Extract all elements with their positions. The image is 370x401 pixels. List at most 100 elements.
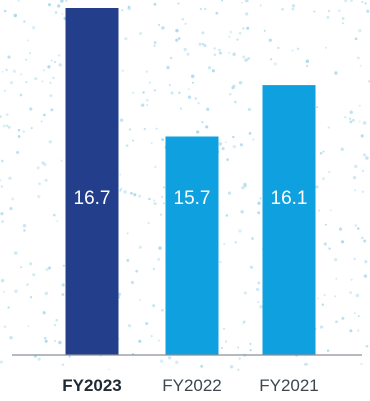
background-dot [41,80,44,83]
background-dot [158,246,162,250]
background-dot [277,46,280,50]
background-dot [153,44,156,47]
background-dot [3,89,7,92]
background-dot [317,209,321,212]
background-dot [155,127,158,130]
background-dot [257,281,261,285]
background-dot [27,39,30,42]
background-dot [153,2,157,6]
background-dot [3,325,7,329]
background-dot [0,178,2,182]
background-dot [338,227,343,231]
background-dot [349,110,353,114]
background-dot [6,124,9,127]
background-dot [13,13,18,18]
background-dot [213,47,216,50]
background-dot [358,120,361,123]
background-dot [338,9,341,12]
background-dot [3,290,6,293]
background-dot [218,51,222,55]
background-dot [0,278,5,283]
background-dot [243,320,246,323]
background-dot [161,195,164,199]
background-dot [124,37,128,41]
bar-fy2021 [262,85,316,355]
background-dot [49,94,53,98]
background-dot [234,100,237,104]
background-dot [145,321,149,326]
background-dot [322,150,325,153]
background-dot [160,213,163,216]
background-dot [158,23,161,26]
background-dot [234,241,237,244]
background-dot [360,362,363,366]
background-dot [323,242,327,246]
background-dot [323,293,326,297]
background-dot [29,107,33,111]
background-dot [365,344,369,348]
background-dot [238,31,242,35]
background-dot [357,329,360,332]
background-dot [14,289,18,294]
bar-fy2022 [165,136,219,355]
background-dot [316,106,319,109]
background-dot [126,259,130,262]
background-dot [20,266,23,269]
background-dot [60,159,63,162]
background-dot [54,340,56,342]
background-dot [356,227,360,230]
background-dot [291,49,294,52]
background-dot [334,71,338,75]
background-dot [222,327,226,330]
background-dot [17,135,21,138]
background-dot [305,64,309,68]
background-dot [200,364,204,368]
background-dot [31,25,36,30]
background-dot [25,81,28,84]
background-dot [327,170,331,174]
background-dot [360,236,364,240]
background-dot [241,26,245,30]
background-dot [178,91,181,94]
background-dot [304,363,307,366]
background-dot [349,120,353,124]
background-dot [220,346,223,350]
background-dot [62,264,65,267]
background-dot [1,220,5,224]
background-dot [16,150,20,155]
background-dot [0,360,3,364]
background-dot [43,113,46,117]
background-dot [7,306,10,309]
background-dot [355,293,360,298]
background-dot [119,173,122,176]
background-dot [44,337,47,340]
background-dot [319,151,323,155]
background-dot [344,0,347,3]
background-dot [38,182,41,185]
background-dot [364,260,368,264]
background-dot [348,117,352,120]
background-dot [194,97,198,100]
background-dot [204,7,207,11]
background-dot [199,8,202,11]
background-dot [268,38,272,42]
background-dot [58,340,62,345]
background-dot [52,213,56,217]
background-dot [239,143,243,147]
background-dot [61,12,64,15]
background-dot [145,98,149,102]
background-dot [357,315,360,318]
background-dot [213,53,217,57]
background-dot [126,232,129,235]
background-dot [141,103,145,107]
background-dot [159,359,164,364]
background-dot [138,245,143,249]
background-dot [17,128,21,132]
bars-group: 16.7 15.7 16.1 [65,8,316,355]
background-dot [313,10,316,13]
background-dot [240,210,244,214]
background-dot [40,120,43,123]
background-dot [259,305,263,309]
background-dot [257,201,261,205]
background-dot [50,108,54,112]
